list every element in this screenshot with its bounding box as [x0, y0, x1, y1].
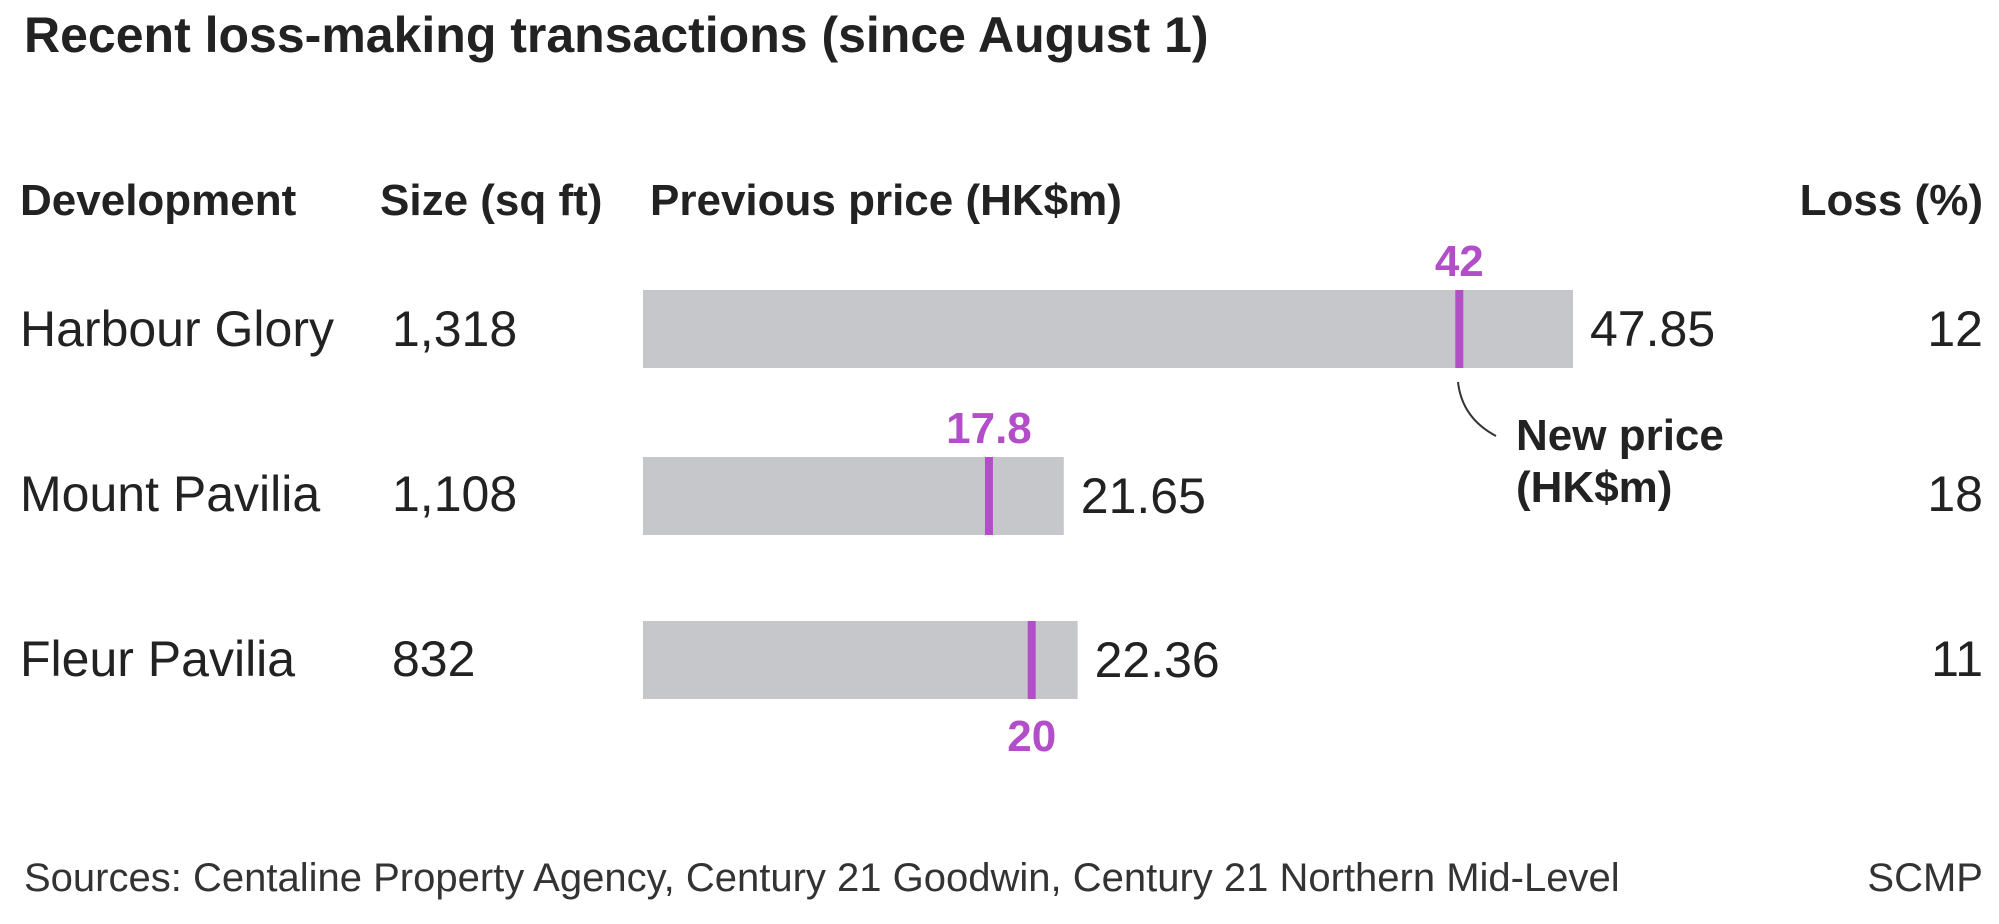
row-loss: 18 [1927, 466, 1983, 522]
row-development: Mount Pavilia [20, 466, 321, 522]
new-price-label: 20 [1007, 712, 1056, 761]
row-size: 832 [392, 631, 476, 687]
new-price-label: 42 [1435, 237, 1484, 286]
row-loss: 12 [1927, 301, 1983, 357]
source-note: Sources: Centaline Property Agency, Cent… [24, 856, 1620, 900]
header-previous-price: Previous price (HK$m) [650, 176, 1122, 225]
previous-price-label: 21.65 [1081, 468, 1206, 524]
previous-price-bar [643, 290, 1573, 368]
row-development: Harbour Glory [20, 301, 334, 357]
annotation-new-price-line2: (HK$m) [1516, 463, 1672, 512]
annotation-leader-line [1457, 381, 1497, 437]
new-price-label: 17.8 [946, 404, 1032, 453]
header-loss: Loss (%) [1799, 176, 1983, 225]
header-development: Development [20, 176, 297, 225]
row-loss: 11 [1931, 631, 1983, 687]
new-price-marker [984, 457, 993, 535]
header-size: Size (sq ft) [380, 176, 603, 225]
new-price-marker [1455, 290, 1464, 368]
new-price-marker [1027, 621, 1036, 699]
previous-price-bar [643, 457, 1064, 535]
previous-price-bar [643, 621, 1078, 699]
credit: SCMP [1867, 856, 1983, 900]
previous-price-label: 22.36 [1095, 632, 1220, 688]
annotation-new-price-line1: New price [1516, 411, 1724, 460]
chart-title: Recent loss-making transactions (since A… [24, 7, 1209, 63]
row-development: Fleur Pavilia [20, 631, 296, 687]
previous-price-label: 47.85 [1590, 301, 1715, 357]
row-size: 1,108 [392, 466, 518, 522]
row-size: 1,318 [392, 301, 518, 357]
